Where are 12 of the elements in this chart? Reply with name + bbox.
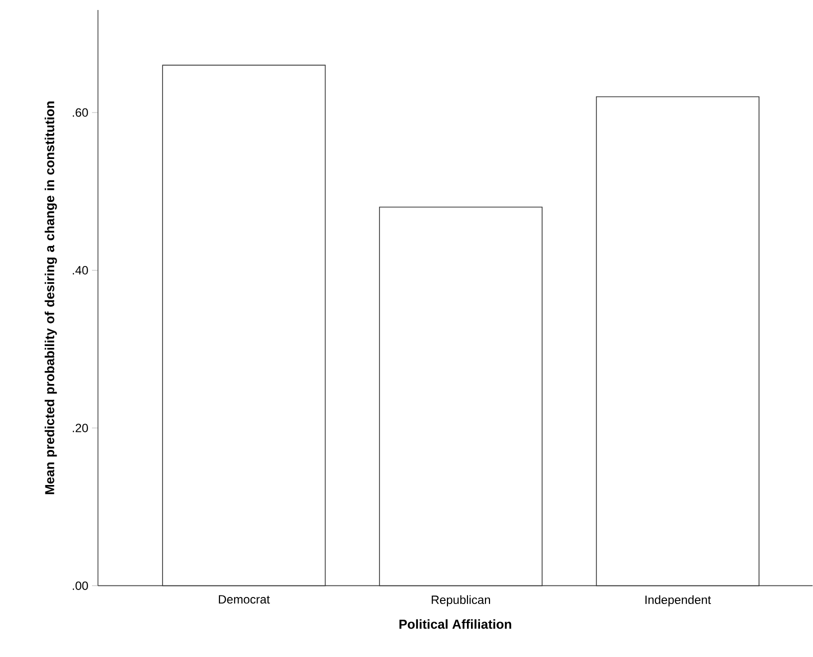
y-tick-label: .20 [72,424,88,432]
y-tick-label: .00 [72,582,88,590]
bar [162,64,326,586]
y-tick-label: .40 [72,266,88,275]
x-axis-title: Political Affiliation [399,619,512,629]
bar [379,206,543,586]
y-axis-title: Mean predicted probability of desiring a change in constitution [44,102,57,494]
y-tick-label: .60 [72,108,88,117]
x-tick-label: Democrat [218,595,270,604]
x-tick-label: Independent [645,595,711,607]
x-tick-label: Republican [432,595,490,607]
bar [596,96,760,586]
